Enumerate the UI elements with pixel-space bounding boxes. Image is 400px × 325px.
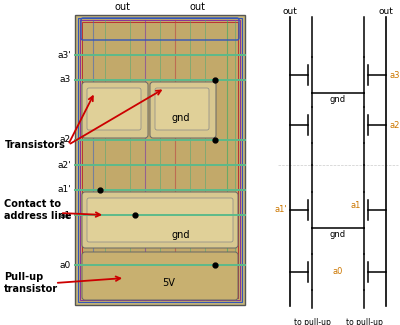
Text: gnd: gnd <box>330 95 346 104</box>
Text: out: out <box>190 2 206 12</box>
Bar <box>80 20 240 300</box>
Text: out: out <box>114 2 130 12</box>
Bar <box>82 22 238 298</box>
Bar <box>75 15 245 305</box>
Text: Pull-up
transistor: Pull-up transistor <box>4 272 58 294</box>
Text: a1: a1 <box>60 211 71 219</box>
Text: out: out <box>282 7 298 16</box>
Text: a3: a3 <box>60 75 71 84</box>
Text: Contact to
address line: Contact to address line <box>4 199 72 221</box>
Text: gnd: gnd <box>171 230 190 240</box>
Text: a1': a1' <box>274 205 287 214</box>
FancyBboxPatch shape <box>82 82 148 138</box>
Text: a0: a0 <box>60 261 71 269</box>
Text: a1: a1 <box>351 201 361 210</box>
FancyBboxPatch shape <box>87 198 233 242</box>
Bar <box>78 18 242 302</box>
Text: 5V: 5V <box>162 278 175 288</box>
FancyBboxPatch shape <box>82 192 238 248</box>
Text: a2: a2 <box>60 136 71 145</box>
Text: a3': a3' <box>57 50 71 59</box>
Text: a1': a1' <box>57 186 71 194</box>
Text: Transistors: Transistors <box>5 140 66 150</box>
FancyBboxPatch shape <box>155 88 209 130</box>
Text: to pull-up: to pull-up <box>294 318 330 325</box>
Text: a2: a2 <box>389 121 399 129</box>
Text: a0: a0 <box>333 267 343 277</box>
FancyBboxPatch shape <box>87 88 141 130</box>
Text: a3: a3 <box>389 71 400 80</box>
Text: a2': a2' <box>57 161 71 170</box>
Bar <box>78 18 242 302</box>
FancyBboxPatch shape <box>82 252 238 300</box>
Text: gnd: gnd <box>171 113 190 123</box>
Text: out: out <box>378 7 394 16</box>
Text: gnd: gnd <box>330 230 346 239</box>
Text: to pull-up: to pull-up <box>346 318 382 325</box>
FancyBboxPatch shape <box>150 82 216 138</box>
